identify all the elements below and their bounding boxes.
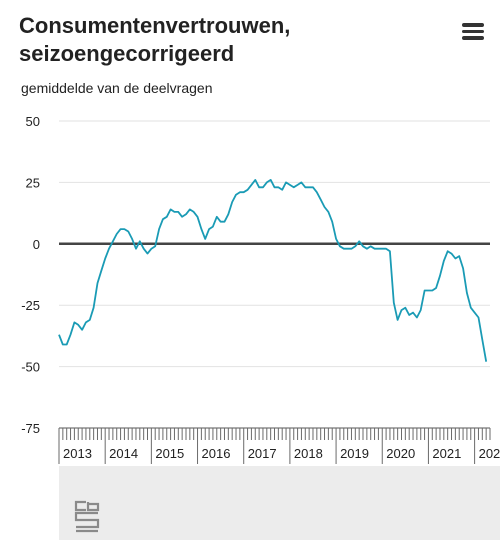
- y-axis-labels: 50 25 0 -25 -50 -75: [21, 114, 40, 436]
- x-tick-label: 2013: [63, 446, 92, 461]
- series-line: [58, 178, 488, 362]
- chart-subtitle: gemiddelde van de deelvragen: [21, 80, 213, 96]
- x-tick-label: 2022: [479, 446, 500, 461]
- x-tick-label: 2019: [340, 446, 369, 461]
- menu-bar: [462, 29, 484, 33]
- x-tick-label: 2021: [432, 446, 461, 461]
- x-tick-label: 2017: [248, 446, 277, 461]
- cbs-logo-icon: [74, 500, 100, 533]
- x-axis: 2013 2014 2015 2016 2017 2018 2019 2020 2021 2022: [58, 427, 500, 464]
- y-tick-label: 25: [26, 175, 40, 190]
- hamburger-menu-icon[interactable]: [458, 20, 488, 46]
- y-tick-label: 50: [26, 114, 40, 129]
- menu-bar: [462, 36, 484, 40]
- menu-bar: [462, 23, 484, 27]
- y-tick-label: -75: [21, 421, 40, 436]
- chart-title-line2: seizoengecorrigeerd: [19, 41, 235, 66]
- x-tick-label: 2016: [202, 446, 231, 461]
- y-tick-label: 0: [33, 237, 40, 252]
- y-tick-label: -25: [21, 298, 40, 313]
- grid-lines: [59, 120, 490, 368]
- x-tick-label: 2018: [294, 446, 323, 461]
- series-group: [58, 178, 488, 362]
- chart-title: Consumentenvertrouwen, seizoengecorrigee…: [19, 12, 439, 68]
- chart-footer: [59, 466, 500, 540]
- x-tick-label: 2015: [155, 446, 184, 461]
- x-tick-label: 2014: [109, 446, 138, 461]
- y-tick-label: -50: [21, 360, 40, 375]
- x-tick-label: 2020: [386, 446, 415, 461]
- chart-title-line1: Consumentenvertrouwen,: [19, 13, 291, 38]
